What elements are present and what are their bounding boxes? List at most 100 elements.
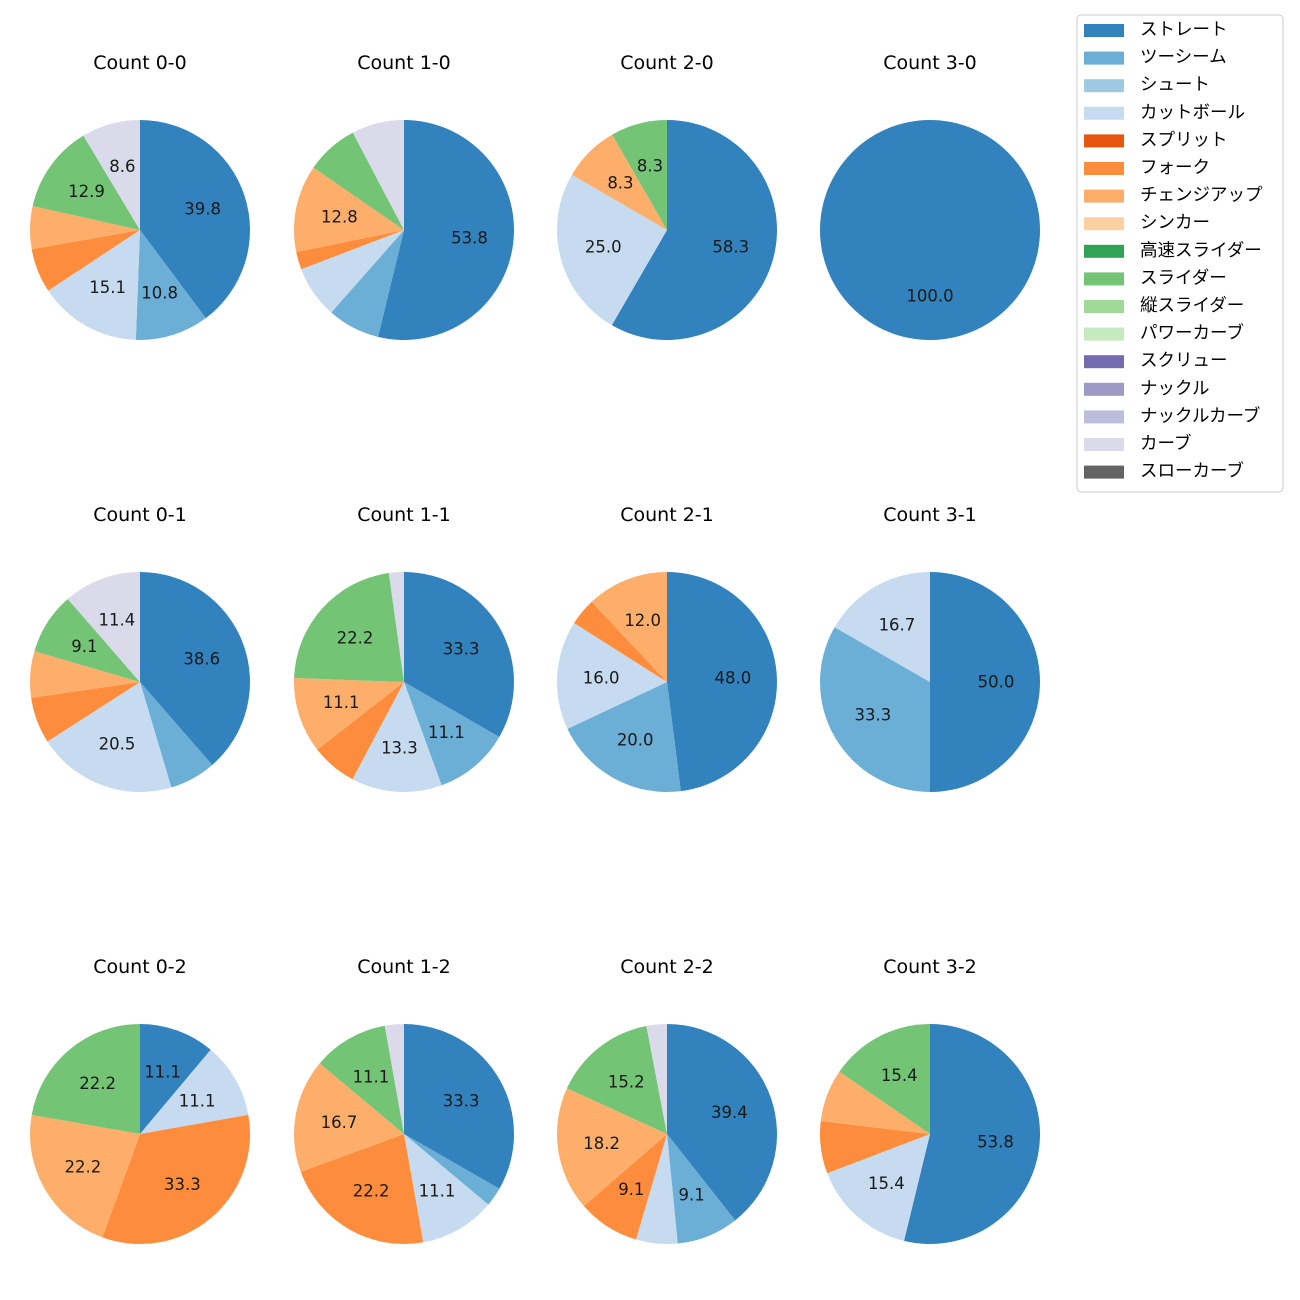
- pie-data-label: 16.7: [321, 1113, 358, 1132]
- pie-chart: Count 3-0 100.0: [820, 52, 1040, 340]
- pie-chart: Count 0-1 38.6 20.5 9.111.4: [30, 504, 250, 793]
- pie-data-label: 33.3: [443, 1091, 480, 1110]
- pie-chart: Count 1-1 33.3 11.1 13.3 11.1 22.2: [293, 504, 514, 793]
- pie-data-label: 22.2: [353, 1182, 390, 1201]
- legend-entry: スローカーブ: [1084, 461, 1244, 482]
- legend-entry: シンカー: [1084, 213, 1210, 233]
- pie-data-label: 53.8: [977, 1132, 1014, 1151]
- legend-entry: スプリット: [1084, 130, 1228, 150]
- legend-swatch: [1084, 382, 1124, 396]
- legend-label: チェンジアップ: [1140, 186, 1263, 206]
- legend-entry: ストレート: [1084, 20, 1228, 40]
- legend-entry: ナックルカーブ: [1084, 405, 1260, 426]
- legend-swatch: [1084, 24, 1124, 37]
- pie-slice: [404, 1024, 515, 1189]
- pie-slice: [83, 120, 140, 230]
- pie-slice: [903, 1024, 1041, 1244]
- pie-title: Count 0-2: [93, 956, 187, 978]
- pie-data-label: 9.1: [618, 1180, 644, 1199]
- pie-slice: [294, 573, 404, 682]
- legend-swatch: [1084, 51, 1124, 65]
- legend-swatch: [1084, 300, 1124, 313]
- pie-data-label: 33.3: [443, 640, 480, 659]
- legend-swatch: [1084, 244, 1124, 258]
- pie-chart: Count 0-2 11.1 11.1 33.3 22.2 22.2: [29, 956, 251, 1245]
- pie-slice: [140, 1024, 211, 1134]
- pie-slice: [293, 678, 404, 750]
- pie-title: Count 0-0: [93, 52, 187, 74]
- pie-data-label: 8.6: [109, 157, 135, 176]
- pie-slice: [301, 230, 404, 313]
- legend-swatch: [1084, 355, 1124, 369]
- pie-data-label: 16.0: [583, 668, 620, 687]
- pie-slice: [567, 682, 681, 792]
- legend-entry: チェンジアップ: [1084, 186, 1263, 206]
- pie-data-label: 25.0: [585, 237, 622, 256]
- legend-entry: ツーシーム: [1084, 48, 1227, 68]
- pie-data-label: 38.6: [183, 649, 220, 668]
- pie-slice: [820, 1071, 930, 1134]
- pie-data-label: 22.2: [64, 1158, 101, 1177]
- pie-slice: [556, 174, 667, 326]
- pie-data-label: 58.3: [712, 238, 749, 257]
- legend-label: ナックルカーブ: [1140, 405, 1260, 426]
- pie-slice: [566, 1025, 667, 1134]
- pie-chart: Count 2-0 58.3 25.0 8.38.3: [556, 52, 777, 340]
- pie-data-label: 11.1: [144, 1062, 181, 1081]
- pie-data-label: 33.3: [855, 706, 892, 725]
- pie-slice: [557, 1088, 667, 1207]
- pie-slice: [34, 599, 141, 682]
- pie-slice: [140, 572, 250, 765]
- pie-slice: [611, 120, 777, 340]
- pie-slice: [667, 1134, 736, 1244]
- pie-data-label: 11.1: [179, 1092, 216, 1111]
- pie-slice: [646, 1024, 667, 1134]
- legend-label: スライダー: [1140, 268, 1227, 288]
- pie-slice: [317, 682, 404, 780]
- pie-data-label: 22.2: [79, 1074, 116, 1093]
- legend-entry: パワーカーブ: [1084, 323, 1244, 344]
- pie-title: Count 3-0: [883, 52, 977, 74]
- pie-data-label: 10.8: [141, 284, 178, 303]
- pie-slice: [102, 1114, 251, 1245]
- pie-slice: [294, 167, 404, 252]
- pie-slice: [819, 1120, 930, 1174]
- pie-slice: [31, 682, 140, 742]
- pie-data-label: 15.4: [881, 1066, 918, 1085]
- pie-slice: [140, 1049, 249, 1134]
- pie-data-label: 12.8: [321, 207, 358, 226]
- pie-chart: Count 3-1 50.0 33.3 16.7: [819, 504, 1040, 792]
- pie-slice: [574, 601, 667, 682]
- pie-data-label: 50.0: [978, 673, 1015, 692]
- pie-data-label: 100.0: [906, 287, 953, 306]
- pie-slice: [352, 120, 404, 230]
- pie-slice: [556, 623, 667, 729]
- legend-label: ストレート: [1140, 20, 1228, 40]
- pie-slice: [571, 134, 667, 230]
- pie-slice: [300, 1134, 424, 1244]
- pie-title: Count 3-2: [883, 956, 977, 978]
- pie-data-label: 15.4: [868, 1174, 905, 1193]
- pie-slice: [30, 206, 141, 250]
- pie-slice: [404, 572, 514, 737]
- pie-slice: [135, 230, 206, 340]
- legend-entry: 高速スライダー: [1084, 241, 1262, 261]
- pie-data-label: 16.7: [879, 615, 916, 634]
- legend-entry: スライダー: [1084, 268, 1227, 288]
- pie-slice: [591, 572, 667, 682]
- pie-slice: [30, 651, 140, 698]
- pie-slice: [294, 1063, 404, 1172]
- pie-data-label: 8.3: [607, 174, 633, 193]
- pie-slice: [296, 230, 404, 270]
- pie-chart: Count 2-1 48.0 20.0 16.0 12.0: [556, 504, 777, 792]
- pie-slice: [47, 682, 172, 793]
- pie-data-label: 15.1: [89, 278, 126, 297]
- legend-label: ナックル: [1140, 379, 1209, 399]
- legend-label: 高速スライダー: [1140, 241, 1262, 261]
- legend-swatch: [1084, 79, 1124, 93]
- pie-slice: [827, 1134, 930, 1241]
- pie-slice: [612, 119, 667, 230]
- pie-slice: [667, 1024, 777, 1221]
- legend-label: パワーカーブ: [1140, 323, 1244, 344]
- pie-slice: [404, 682, 500, 786]
